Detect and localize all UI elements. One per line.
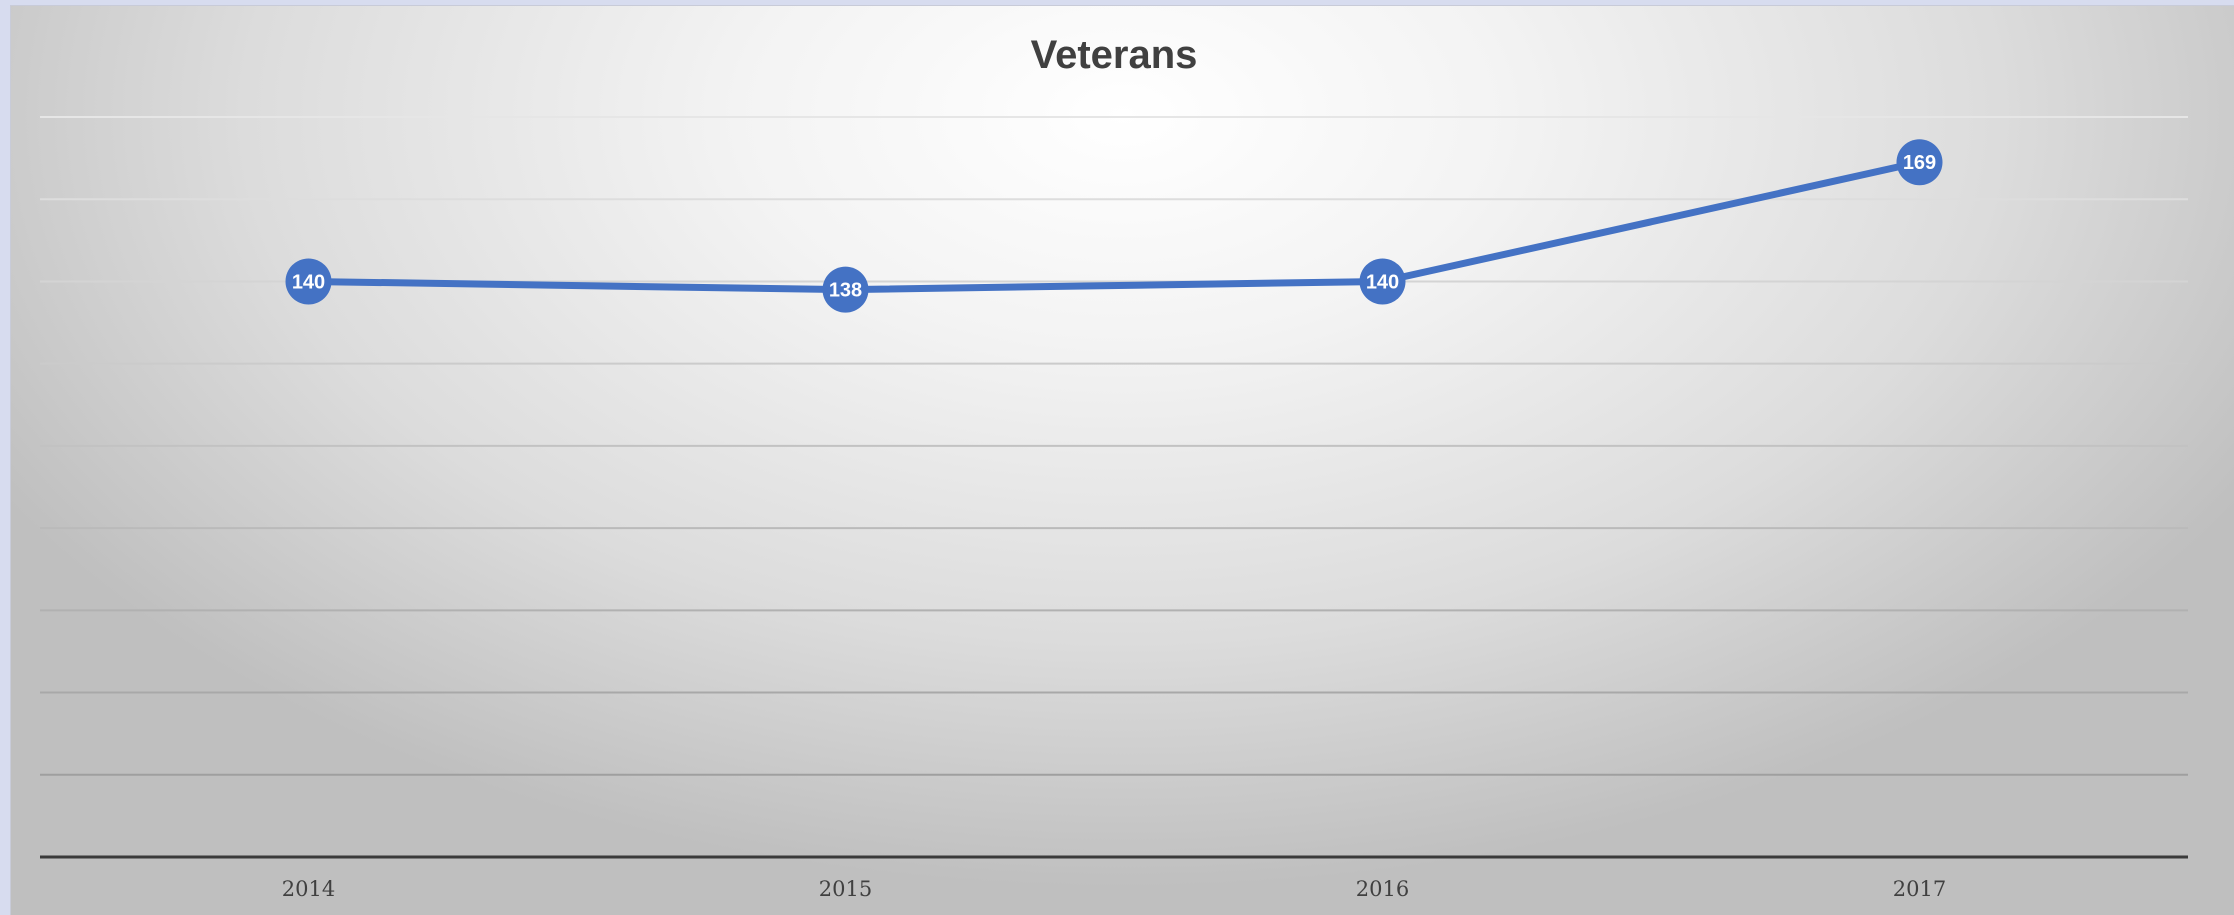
data-point xyxy=(285,258,332,305)
data-markers: 140 138 140 169 xyxy=(285,139,1943,313)
series-line xyxy=(305,158,1923,294)
data-point xyxy=(1359,258,1406,305)
x-axis: 2014 2015 2016 2017 xyxy=(40,855,2188,901)
data-label: 138 xyxy=(829,280,862,302)
x-tick-label: 2015 xyxy=(819,877,872,901)
x-tick-label: 2016 xyxy=(1356,877,1409,901)
gridlines xyxy=(40,116,2188,776)
data-label: 140 xyxy=(1366,271,1399,293)
data-point xyxy=(822,266,869,313)
chart-area xyxy=(10,5,2234,915)
data-point xyxy=(1896,139,1943,186)
data-label: 140 xyxy=(292,271,325,293)
series-line-group xyxy=(305,158,1923,294)
x-tick-label: 2017 xyxy=(1893,877,1946,901)
x-tick-label: 2014 xyxy=(282,877,335,901)
chart-title: Veterans xyxy=(1031,33,1198,77)
data-label: 169 xyxy=(1903,152,1936,174)
